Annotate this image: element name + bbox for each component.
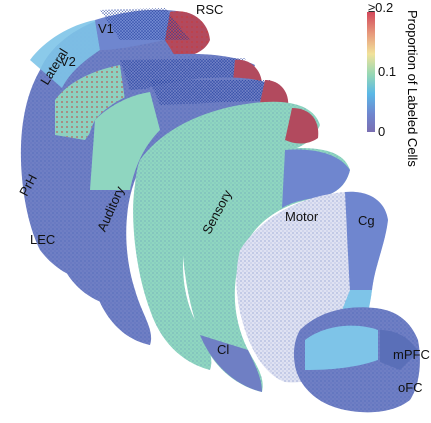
region-cg — [345, 191, 388, 290]
region-frontal-light — [305, 325, 378, 370]
section-sensory-dots — [133, 101, 320, 371]
label-v1: V1 — [98, 21, 114, 36]
colorbar-title: Proportion of Labeled Cells — [405, 10, 420, 167]
label-motor: Motor — [285, 209, 319, 224]
region-mpfc — [380, 330, 418, 370]
label-cg: Cg — [358, 213, 375, 228]
region-auditory-dense — [150, 80, 278, 105]
region-lateral-v2 — [30, 20, 100, 88]
colorbar-tick-max: ≥0.2 — [368, 0, 394, 15]
region-motor-blue — [282, 149, 350, 208]
colorbar-gradient — [367, 12, 375, 132]
region-rsc4 — [285, 108, 319, 144]
region-auditory — [90, 92, 160, 190]
colorbar — [367, 12, 375, 132]
colorbar-tick-min: 0 — [378, 124, 386, 139]
section-frontal — [293, 307, 420, 413]
label-mpfc: mPFC — [393, 347, 430, 362]
region-v2-red — [55, 65, 125, 140]
section-motor-dots — [182, 148, 350, 392]
label-rsc: RSC — [196, 2, 224, 17]
section-sensory — [133, 101, 320, 371]
label-cl: Cl — [217, 342, 230, 357]
colorbar-tick-mid: 0.1 — [378, 64, 397, 79]
region-cl — [200, 335, 262, 392]
region-dense-band — [100, 8, 190, 40]
section-motor — [182, 148, 350, 392]
label-ofc: oFC — [398, 380, 423, 395]
label-v2: V2 — [60, 54, 76, 69]
label-lec: LEC — [30, 232, 56, 247]
